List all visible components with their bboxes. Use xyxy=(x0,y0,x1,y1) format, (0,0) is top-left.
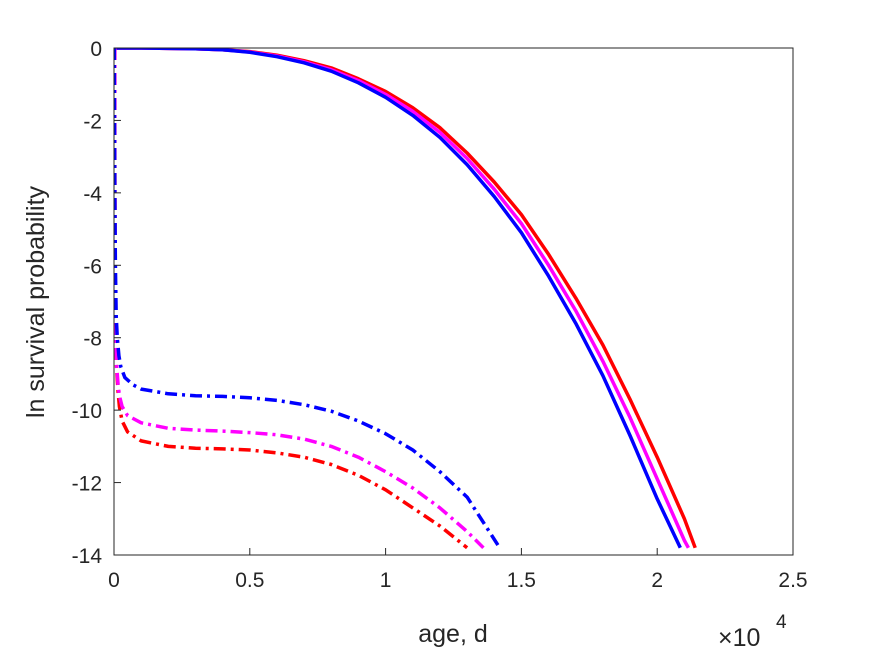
y-axis-label: ln survival probability xyxy=(22,185,50,418)
x-tick-label: 2.5 xyxy=(778,569,807,592)
y-tick-label: -6 xyxy=(83,255,102,278)
x-exponent-power: 4 xyxy=(776,612,787,633)
x-tick-label: 0.5 xyxy=(235,569,264,592)
series-line-5 xyxy=(114,48,485,550)
y-tick-label: 0 xyxy=(90,38,102,61)
x-tick-label: 2 xyxy=(651,569,663,592)
x-axis-ticks: 0 0.5 1 1.5 2 2.5 xyxy=(108,548,808,592)
x-tick-label: 0 xyxy=(108,569,120,592)
y-tick-label: -12 xyxy=(72,473,102,496)
y-tick-label: -4 xyxy=(83,183,102,206)
x-tick-label: 1.5 xyxy=(507,569,536,592)
x-tick-label: 1 xyxy=(380,569,392,592)
y-tick-label: -2 xyxy=(83,110,102,133)
y-tick-label: -8 xyxy=(83,328,102,351)
y-tick-label: -10 xyxy=(72,400,102,423)
y-axis-ticks: 0 -2 -4 -6 -8 -10 -12 -14 xyxy=(72,38,121,568)
axes-box xyxy=(113,47,794,556)
x-exponent-base: ×10 xyxy=(718,624,760,652)
y-tick-label: -14 xyxy=(72,545,103,568)
x-axis-label: age, d xyxy=(418,620,488,648)
series-line-3 xyxy=(114,48,682,549)
x-exponent-label: ×10 4 xyxy=(718,612,787,652)
